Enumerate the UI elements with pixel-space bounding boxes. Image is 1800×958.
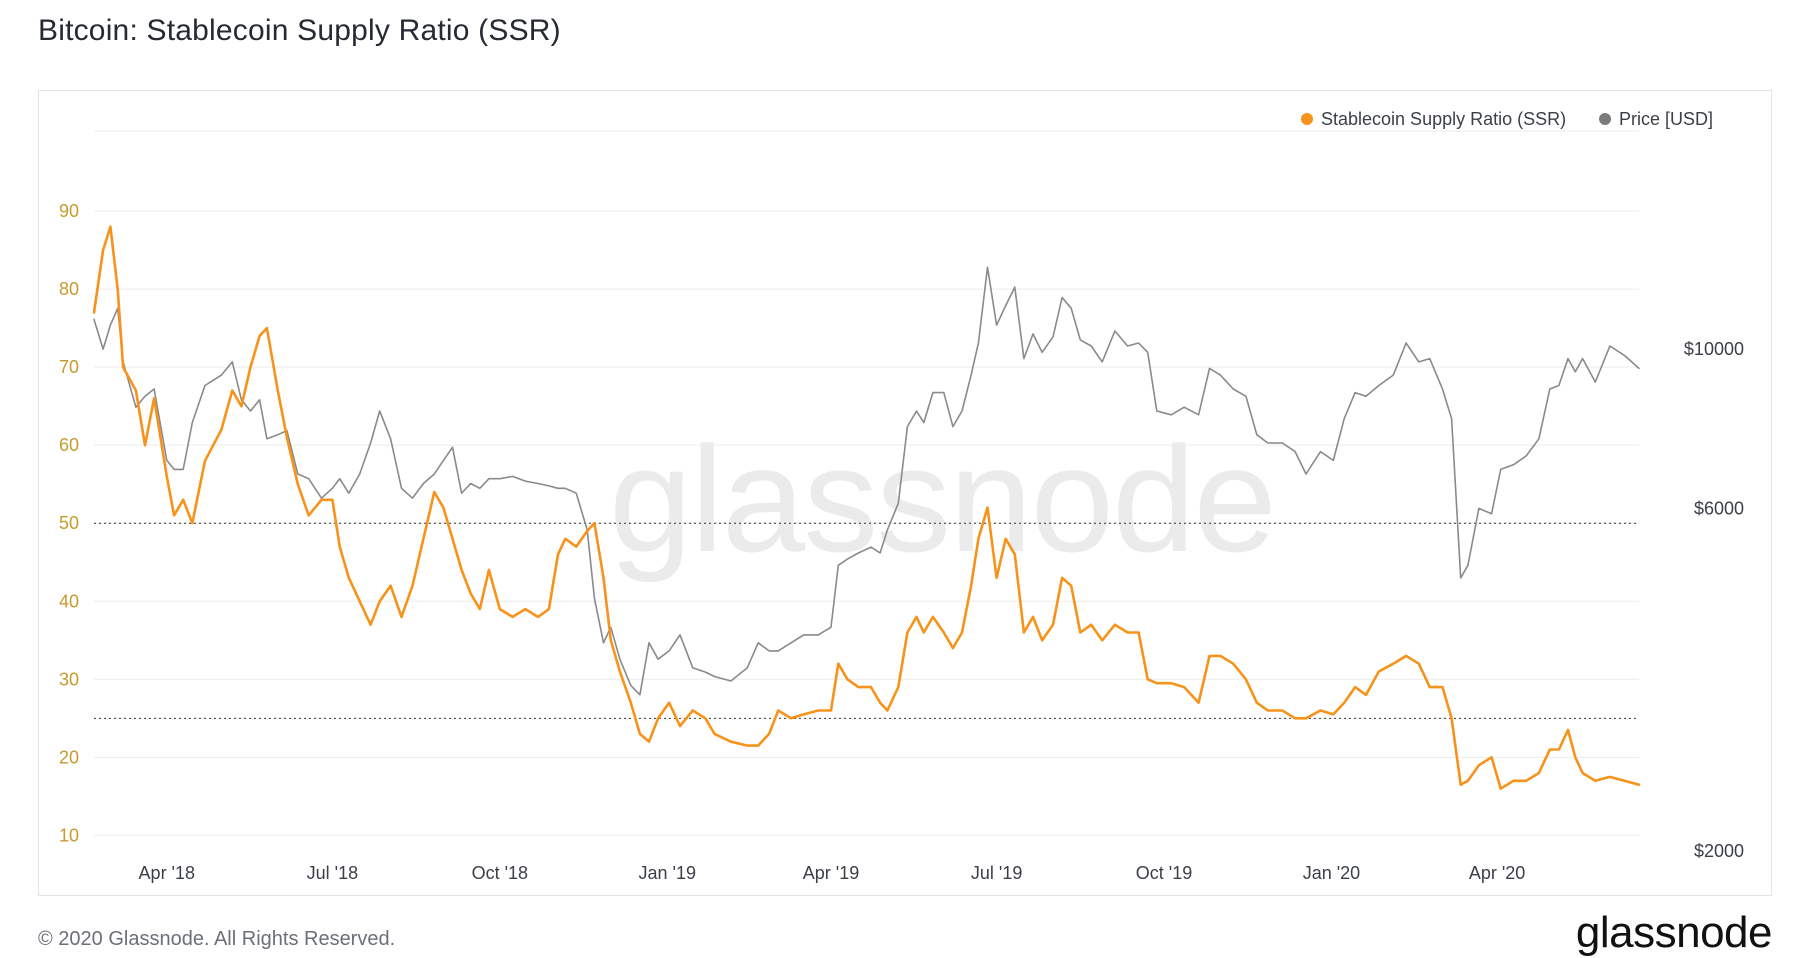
price-series-line <box>93 266 1640 696</box>
y-right-tick-label: $10000 <box>1684 339 1744 359</box>
legend-item-ssr[interactable]: Stablecoin Supply Ratio (SSR) <box>1301 109 1566 129</box>
right-axis-ticks: $2000 $6000 $10000 <box>1684 339 1744 861</box>
x-tick-label: Jul '19 <box>971 863 1022 883</box>
x-tick-label: Oct '19 <box>1136 863 1192 883</box>
legend-label-price: Price [USD] <box>1619 109 1713 129</box>
left-axis-ticks: 10 20 30 40 50 60 70 80 90 <box>59 201 79 845</box>
y-left-tick-label: 60 <box>59 435 79 455</box>
y-right-tick-label: $6000 <box>1694 498 1744 518</box>
legend-dot-ssr <box>1301 113 1313 125</box>
legend-item-price[interactable]: Price [USD] <box>1599 109 1713 129</box>
legend-label-ssr: Stablecoin Supply Ratio (SSR) <box>1321 109 1566 129</box>
y-left-tick-label: 90 <box>59 201 79 221</box>
y-left-tick-label: 10 <box>59 825 79 845</box>
y-left-tick-label: 70 <box>59 357 79 377</box>
y-left-tick-label: 80 <box>59 279 79 299</box>
x-tick-label: Apr '18 <box>139 863 195 883</box>
x-tick-label: Jan '20 <box>1303 863 1360 883</box>
ssr-series-line <box>92 225 1641 790</box>
x-tick-label: Jan '19 <box>638 863 695 883</box>
y-left-tick-label: 20 <box>59 747 79 767</box>
legend-dot-price <box>1599 113 1611 125</box>
x-tick-label: Apr '19 <box>803 863 859 883</box>
grid-layer <box>94 130 1639 836</box>
x-axis-ticks: Apr '18 Jul '18 Oct '18 Jan '19 Apr '19 Jul '… <box>139 863 1526 883</box>
y-left-tick-label: 30 <box>59 669 79 689</box>
glassnode-logo[interactable]: glassnode <box>1575 908 1773 957</box>
x-tick-label: Oct '18 <box>472 863 528 883</box>
y-left-tick-label: 40 <box>59 591 79 611</box>
series-layer <box>92 225 1641 790</box>
legend: Stablecoin Supply Ratio (SSR) Price [USD… <box>1301 109 1713 129</box>
y-right-tick-label: $2000 <box>1694 841 1744 861</box>
x-tick-label: Jul '18 <box>307 863 358 883</box>
x-tick-label: Apr '20 <box>1469 863 1525 883</box>
watermark-text: glassnode <box>609 415 1275 583</box>
page-title: Bitcoin: Stablecoin Supply Ratio (SSR) <box>38 14 561 47</box>
chart-frame: glassnode 10 20 30 40 50 60 70 80 90 $2000 $6000 $… <box>38 90 1772 896</box>
footer-copyright: © 2020 Glassnode. All Rights Reserved. <box>38 928 396 950</box>
y-left-tick-label: 50 <box>59 513 79 533</box>
